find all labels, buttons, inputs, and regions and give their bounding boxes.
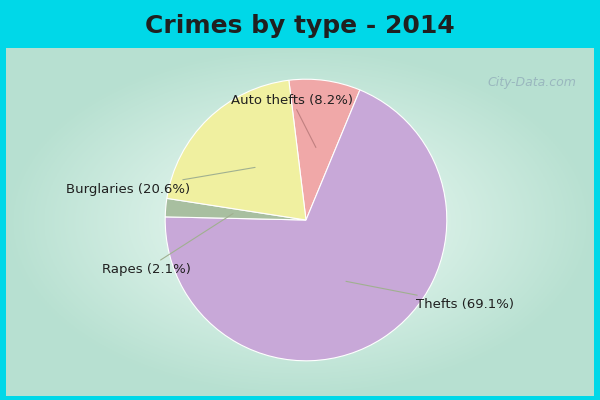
Text: City-Data.com: City-Data.com	[487, 76, 577, 89]
Wedge shape	[165, 90, 447, 361]
Text: Crimes by type - 2014: Crimes by type - 2014	[145, 14, 455, 38]
Text: Auto thefts (8.2%): Auto thefts (8.2%)	[231, 94, 353, 148]
Wedge shape	[167, 80, 306, 220]
Text: Thefts (69.1%): Thefts (69.1%)	[346, 281, 514, 311]
Text: Burglaries (20.6%): Burglaries (20.6%)	[67, 168, 255, 196]
Wedge shape	[289, 79, 360, 220]
Wedge shape	[165, 198, 306, 220]
Text: Rapes (2.1%): Rapes (2.1%)	[101, 214, 233, 276]
